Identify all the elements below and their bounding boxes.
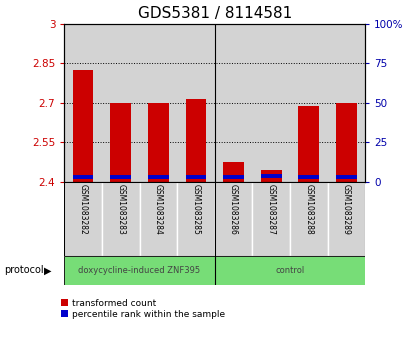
- Text: ▶: ▶: [44, 265, 51, 276]
- FancyBboxPatch shape: [327, 182, 365, 256]
- Text: protocol: protocol: [4, 265, 44, 276]
- FancyBboxPatch shape: [252, 182, 290, 256]
- Text: GSM1083287: GSM1083287: [267, 184, 276, 234]
- Bar: [336, 175, 357, 179]
- Legend: transformed count, percentile rank within the sample: transformed count, percentile rank withi…: [61, 298, 225, 319]
- Text: control: control: [276, 266, 305, 275]
- FancyBboxPatch shape: [215, 256, 365, 285]
- Bar: [73, 175, 93, 179]
- Bar: [261, 170, 281, 182]
- FancyBboxPatch shape: [102, 182, 139, 256]
- Bar: [223, 162, 244, 182]
- Text: GSM1083289: GSM1083289: [342, 184, 351, 234]
- Bar: [298, 106, 319, 182]
- Text: GSM1083288: GSM1083288: [304, 184, 313, 234]
- Text: GSM1083285: GSM1083285: [191, 184, 200, 234]
- Bar: [64, 24, 102, 182]
- Bar: [215, 24, 252, 182]
- Bar: [73, 70, 93, 182]
- Bar: [177, 24, 215, 182]
- FancyBboxPatch shape: [64, 182, 102, 256]
- FancyBboxPatch shape: [139, 182, 177, 256]
- Bar: [252, 24, 290, 182]
- Bar: [148, 102, 168, 182]
- FancyBboxPatch shape: [290, 182, 327, 256]
- Bar: [336, 102, 357, 182]
- FancyBboxPatch shape: [64, 256, 215, 285]
- Text: GSM1083282: GSM1083282: [78, 184, 88, 234]
- Bar: [261, 174, 281, 178]
- FancyBboxPatch shape: [177, 182, 215, 256]
- Bar: [110, 175, 131, 179]
- Bar: [139, 24, 177, 182]
- Bar: [102, 24, 139, 182]
- Bar: [290, 24, 327, 182]
- Text: GSM1083284: GSM1083284: [154, 184, 163, 234]
- Bar: [298, 175, 319, 179]
- Bar: [186, 175, 206, 179]
- Bar: [148, 175, 168, 179]
- Bar: [327, 24, 365, 182]
- Title: GDS5381 / 8114581: GDS5381 / 8114581: [138, 6, 292, 21]
- Text: GSM1083283: GSM1083283: [116, 184, 125, 234]
- FancyBboxPatch shape: [215, 182, 252, 256]
- Text: doxycycline-induced ZNF395: doxycycline-induced ZNF395: [78, 266, 200, 275]
- Text: GSM1083286: GSM1083286: [229, 184, 238, 234]
- Bar: [110, 102, 131, 182]
- Bar: [223, 175, 244, 179]
- Bar: [186, 99, 206, 182]
